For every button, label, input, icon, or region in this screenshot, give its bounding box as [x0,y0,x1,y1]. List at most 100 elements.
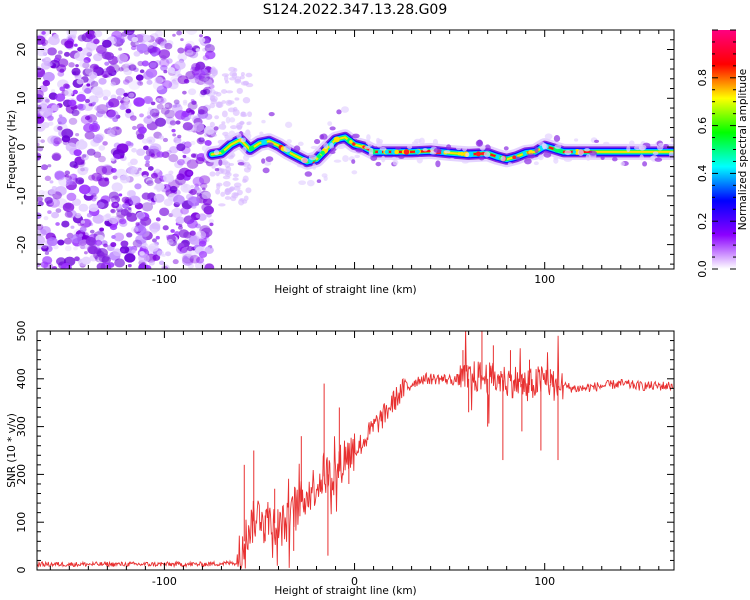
noise-blob [137,263,149,269]
ridge-fringe [284,121,293,128]
noise-blob [110,209,115,213]
spectrogram-plot [37,30,674,269]
ridge-fringe [366,134,371,141]
snr-ticks [37,330,674,571]
noise-blob [185,43,192,49]
noise-blob [52,153,61,161]
figure-title: S124.2022.347.13.28.G09 [263,2,448,18]
ridge-speck [352,142,356,146]
ridge-fringe [649,156,656,161]
colorbar-tick-label: 0.6 [696,117,709,135]
noise-blob [73,51,85,61]
noise-blob [147,44,158,54]
noise-blob [92,101,97,105]
noise-blob [88,71,98,79]
noise-blob [159,58,170,68]
noise-blob [209,95,216,102]
ridge-speck [522,151,527,156]
noise-blob [52,266,58,269]
ridge-fringe [375,161,382,167]
noise-blob [204,133,209,137]
noise-blob [159,207,170,217]
noise-blob [190,185,195,189]
ridge-fringe [286,139,292,144]
colorbar-tick-label: 0.8 [696,69,709,87]
noise-blob [44,196,53,204]
noise-blob [150,153,155,158]
noise-blob [162,266,169,269]
snr-ytick-label: 300 [15,416,28,437]
noise-blob [186,108,192,114]
noise-blob [136,43,149,54]
noise-blob [191,62,201,71]
noise-blob [220,191,226,197]
noise-blob [84,115,91,121]
ridge-fringe [642,161,648,167]
noise-blob [70,225,75,229]
noise-blob [192,176,205,187]
noise-blob [37,201,44,207]
ridge-fringe [293,145,301,152]
noise-blob [86,83,91,87]
spectrogram-xlabel: Height of straight line (km) [274,284,416,296]
noise-blob [224,188,232,195]
ridge-fringe [483,151,491,158]
noise-blob [57,126,63,131]
ridge-fringe [533,161,539,166]
noise-blob [180,207,189,215]
noise-blob [172,33,176,37]
ridge-fringe [503,146,509,151]
ridge-fringe [507,162,512,166]
ridge-fringe [213,161,220,167]
ridge-fringe [376,140,383,148]
noise-blob [176,173,185,181]
noise-blob [90,80,99,88]
ridge-fringe [370,155,378,161]
noise-blob [45,107,54,115]
ridge-speck [457,151,461,156]
noise-blob [135,234,147,245]
noise-blob [113,153,121,160]
noise-blob [37,35,46,45]
spectrogram-ytick-label: -10 [15,187,28,205]
ridge-fringe [515,156,520,161]
noise-blob [82,47,93,56]
noise-blob [164,109,176,119]
ridge-fringe [544,133,553,140]
noise-blob [128,64,137,71]
noise-blob [152,42,158,47]
ridge-fringe [297,141,304,147]
ridge-fringe [626,145,631,152]
noise-blob [118,47,123,51]
noise-blob [196,256,205,264]
noise-blob [131,36,139,43]
ridge-fringe [541,142,547,149]
noise-blob [153,107,160,113]
noise-blob [225,90,234,94]
ridge-fringe [432,138,439,146]
noise-blob [128,92,135,98]
noise-blob [198,37,206,43]
noise-blob [44,175,52,182]
noise-blob [101,165,114,176]
noise-blob [160,264,170,269]
noise-blob [47,47,57,56]
ridge-fringe [323,142,329,150]
ridge-fringe [612,157,618,162]
noise-blob [146,180,154,187]
noise-blob [233,192,240,197]
noise-blob [139,113,144,118]
noise-blob [116,96,122,101]
noise-blob [182,90,187,95]
noise-blob [68,117,78,125]
ridge-fringe [221,123,226,130]
noise-blob [63,51,71,57]
noise-blob [186,249,197,259]
noise-blob [136,148,146,156]
noise-blob [199,34,203,38]
ridge-fringe [316,179,322,184]
noise-blob [92,214,105,224]
noise-blob [80,161,85,165]
colorbar-label: Normalized spectral amplitude [737,69,749,230]
noise-blob [120,155,125,159]
